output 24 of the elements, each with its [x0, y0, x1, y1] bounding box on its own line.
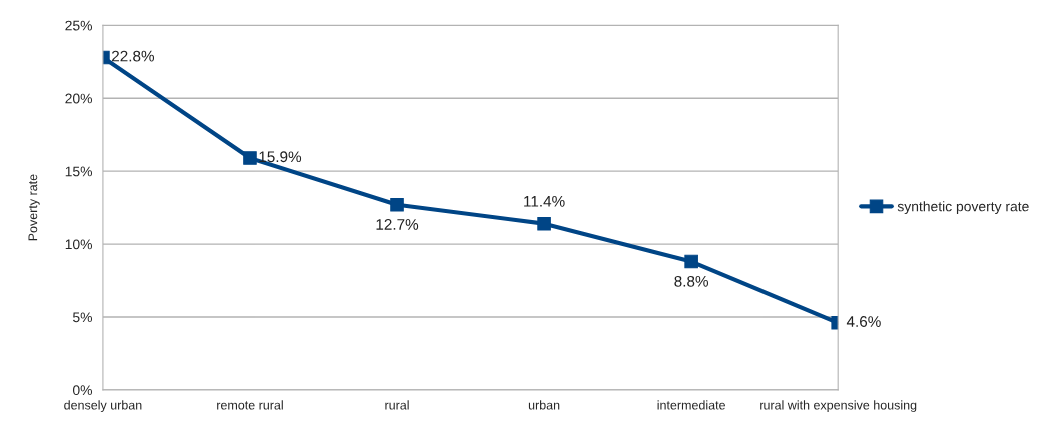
- y-axis-title: Poverty rate: [28, 174, 40, 241]
- y-tick-label: 5%: [72, 312, 93, 323]
- y-tick-label: 25%: [65, 20, 93, 31]
- data-label: 4.6%: [846, 316, 881, 327]
- data-label: 8.8%: [674, 275, 708, 287]
- y-tick-label: 20%: [65, 93, 93, 104]
- y-tick-label: 15%: [65, 166, 93, 177]
- data-label: 11.4%: [524, 196, 565, 207]
- point: [390, 197, 404, 212]
- x-tick-label: densely urban: [64, 400, 142, 412]
- data-label: 15.9%: [259, 151, 302, 163]
- point: [684, 254, 698, 269]
- point: [537, 216, 551, 231]
- y-tick-label: 10%: [65, 239, 93, 250]
- point: [243, 151, 257, 165]
- legend-label: synthetic poverty rate: [897, 201, 1029, 215]
- x-tick-label: urban: [528, 400, 560, 410]
- data-label: 12.7%: [376, 219, 419, 230]
- x-tick-label: rural with expensive housing: [760, 400, 917, 412]
- x-tick-label: remote rural: [217, 400, 283, 410]
- x-tick-label: rural: [385, 400, 409, 410]
- y-tick-label: 0%: [72, 385, 93, 396]
- data-label: 22.8%: [112, 50, 155, 62]
- x-tick-label: intermediate: [657, 400, 725, 410]
